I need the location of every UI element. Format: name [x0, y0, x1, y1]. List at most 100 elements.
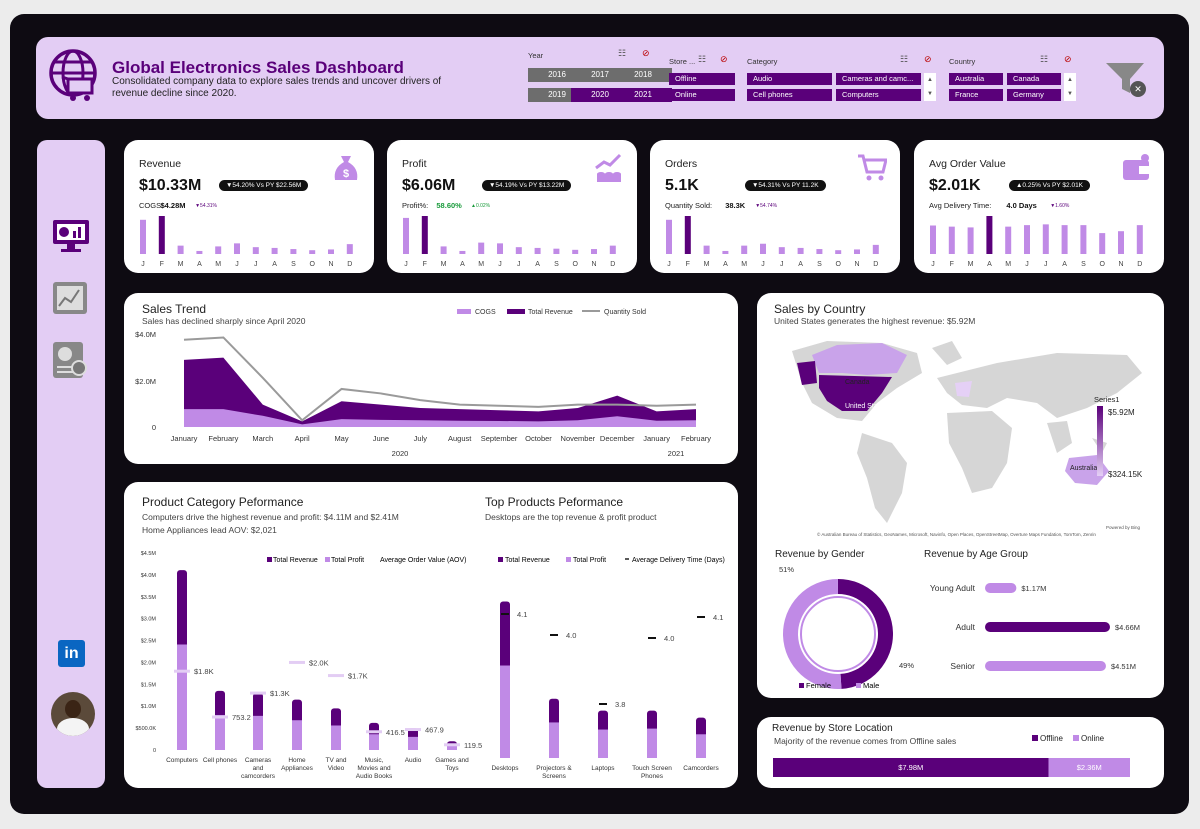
map-legend-min: $324.15K [1108, 470, 1143, 479]
money-bag-icon: $ [334, 156, 358, 180]
kpi-month-label: D [873, 261, 878, 268]
x-tick-label: September [481, 434, 518, 443]
kpi-month-bar [948, 226, 955, 254]
kpi-month-bar [835, 250, 842, 254]
age-bar [985, 583, 1017, 593]
growth-coins-icon [595, 153, 622, 182]
delivery-label: 3.8 [615, 700, 625, 709]
gender-donut-chart: 51% 49% Female Male [779, 565, 914, 690]
aov-label: $1.7K [348, 672, 368, 681]
map-region-united-states [819, 375, 892, 411]
clear-filter-icon[interactable]: ⊘ [924, 54, 932, 64]
kpi-sub-value: 38.3K [725, 201, 746, 210]
kpi-month-label: N [854, 261, 859, 268]
profit-bar [177, 644, 187, 750]
dashboard-nav-icon[interactable] [51, 218, 91, 254]
kpi-month-bar [403, 217, 409, 254]
profit-bar [292, 720, 302, 750]
kpi-month-bar [459, 250, 466, 254]
y-tick-label: $4.5M [141, 551, 157, 557]
clear-filter-icon[interactable]: ⊘ [642, 48, 650, 58]
kpi-month-label: M [178, 261, 184, 268]
country-subtitle: United States generates the highest reve… [774, 316, 976, 326]
category-option[interactable]: Cell phones [747, 89, 832, 101]
multi-select-icon[interactable]: ☷ [1040, 54, 1049, 64]
product-category-title: Product Category Peformance [142, 495, 304, 509]
y-tick-label: $1.5M [141, 682, 157, 688]
store-location-panel: Revenue by Store Location Majority of th… [757, 717, 1164, 788]
report-search-nav-icon[interactable] [51, 340, 89, 380]
category-option[interactable]: Cameras and camc... [836, 73, 921, 85]
country-option[interactable]: France [949, 89, 1003, 101]
kpi-month-label: J [667, 261, 671, 268]
country-scrollbar[interactable]: ▲ ▼ [1064, 73, 1076, 101]
product-label: Camcorders [683, 765, 719, 772]
kpi-month-label: M [968, 261, 974, 268]
legend-quantity-sold: Quantity Sold [604, 309, 646, 316]
legend-offline: Offline [1040, 734, 1063, 743]
x-tick-label: April [295, 434, 310, 443]
year-option[interactable]: 2018 [614, 68, 672, 82]
multi-select-icon[interactable]: ☷ [900, 54, 909, 64]
age-bar [985, 661, 1106, 671]
aov-label: $1.8K [194, 667, 214, 676]
kpi-month-label: M [704, 261, 710, 268]
x-tick-label: March [252, 434, 273, 443]
kpi-month-label: N [328, 261, 333, 268]
kpi-month-label: O [1099, 261, 1105, 268]
kpi-month-label: O [835, 261, 841, 268]
kpi-month-bar [309, 250, 316, 254]
sales-trend-subtitle: Sales has declined sharply since April 2… [142, 316, 306, 326]
kpi-month-label: S [554, 261, 559, 268]
multi-select-icon[interactable]: ☷ [698, 54, 707, 64]
kpi-month-label: M [1005, 261, 1011, 268]
legend-total-profit: Total Profit [573, 557, 606, 564]
delivery-label: 4.0 [664, 634, 674, 643]
map-legend-gradient [1097, 406, 1103, 476]
category-option[interactable]: Audio [747, 73, 832, 85]
multi-select-icon[interactable]: ☷ [618, 48, 627, 58]
kpi-title: Revenue [139, 158, 182, 170]
map-legend-max: $5.92M [1108, 408, 1135, 417]
world-map[interactable] [757, 293, 1164, 553]
delivery-label: 4.0 [566, 631, 576, 640]
y-tick-label: $500.0K [136, 726, 157, 732]
analysis-nav-icon[interactable] [51, 280, 89, 316]
country-option[interactable]: Australia [949, 73, 1003, 85]
category-option[interactable]: Computers [836, 89, 921, 101]
category-label: Audio [405, 757, 422, 764]
product-label: Screens [542, 773, 567, 780]
legend-swatch-online [1073, 735, 1079, 741]
avatar[interactable] [51, 692, 95, 736]
product-charts: Total Revenue Total Profit Average Order V… [136, 551, 725, 780]
kpi-value: $6.06M [402, 177, 456, 194]
country-option[interactable]: Germany [1007, 89, 1061, 101]
kpi-sub-label: Quantity Sold: [665, 201, 713, 210]
kpi-sub-value: 4.0 Days [1006, 201, 1037, 210]
year-option-selected[interactable]: 2021 [614, 88, 672, 102]
kpi-month-bar [986, 216, 993, 254]
clear-filter-icon[interactable]: ⊘ [1064, 54, 1072, 64]
product-category-subtitle-2: Home Appliances lead AOV: $2,021 [142, 525, 277, 535]
linkedin-icon[interactable]: in [58, 640, 85, 667]
kpi-month-label: M [441, 261, 447, 268]
product-label: Phones [641, 773, 664, 780]
store-option[interactable]: Offline [669, 73, 735, 85]
kpi-month-bar [328, 249, 334, 254]
legend-total-profit: Total Profit [331, 557, 364, 564]
store-option[interactable]: Online [669, 89, 735, 101]
category-label: Cameras [245, 757, 272, 764]
product-performance-panel: Product Category Peformance Computers dr… [124, 482, 738, 788]
clear-filter-icon[interactable]: ⊘ [720, 54, 728, 64]
kpi-month-bar [346, 244, 353, 254]
category-scrollbar[interactable]: ▲ ▼ [924, 73, 936, 101]
country-option[interactable]: Canada [1007, 73, 1061, 85]
age-value-label: $4.51M [1111, 662, 1136, 671]
legend-cogs: COGS [475, 309, 496, 316]
clear-all-filters-icon[interactable]: ✕ [1104, 59, 1150, 99]
offline-value: $7.98M [898, 763, 923, 772]
kpi-value: $10.33M [139, 177, 202, 194]
y-tick-label: $3.0M [141, 617, 157, 623]
kpi-month-bar [1118, 231, 1124, 254]
